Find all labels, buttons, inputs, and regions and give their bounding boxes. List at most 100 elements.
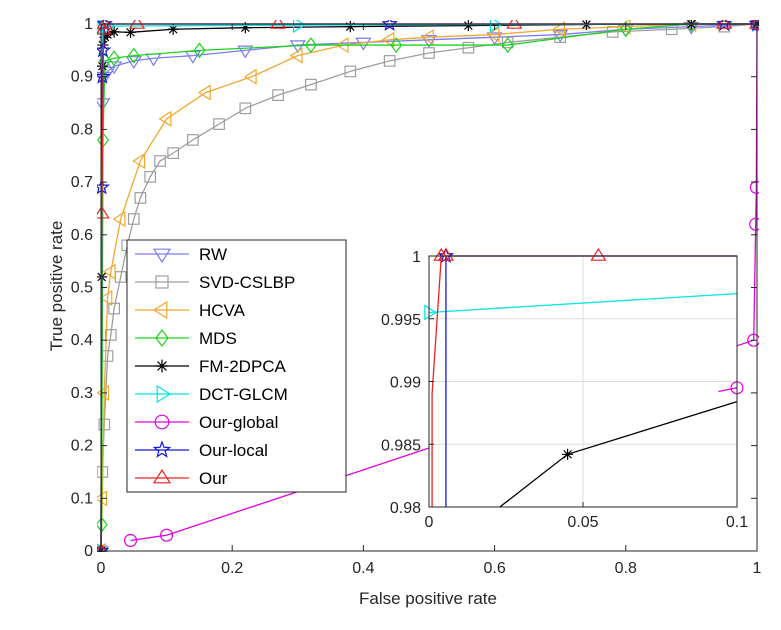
legend-label: RW — [199, 245, 227, 264]
main-plot-area: 0 0.2 0.4 0.6 0.8 1 0 0.1 0.2 0.3 0.4 0.5 0.6 0.7 0.8 0… — [71, 16, 762, 577]
data-point-dct-glcm — [293, 20, 306, 34]
y-tick-label: 0.4 — [71, 332, 93, 349]
inset-series-line-dct-glcm — [428, 293, 738, 314]
data-point-svd-cslbp — [462, 41, 475, 54]
data-point-svd-cslbp — [154, 155, 166, 167]
data-point-our — [97, 20, 113, 29]
data-point-svd-cslbp — [134, 192, 147, 204]
legend-marker-fm-2dpca — [155, 359, 169, 373]
data-point-rw — [125, 56, 142, 70]
inset-point-our — [590, 247, 607, 261]
data-point-svd-cslbp — [423, 47, 435, 59]
data-point-our-local — [715, 20, 733, 32]
legend-entry-mds: MDS — [135, 329, 237, 348]
data-point-our-global — [747, 333, 759, 347]
data-point-hcva — [617, 20, 631, 35]
data-point-hcva — [289, 47, 303, 64]
data-point-rw — [486, 32, 503, 46]
inset-y-tick-label: 0.99 — [390, 375, 421, 392]
data-point-our — [97, 205, 110, 219]
data-point-hcva — [243, 68, 257, 85]
y-tick-label: 0.6 — [71, 227, 93, 244]
data-point-svd-cslbp — [213, 118, 225, 130]
data-point-our-global — [123, 533, 138, 548]
legend-marker-svd-cslbp — [155, 275, 169, 289]
y-tick-label: 0.8 — [71, 121, 93, 138]
series-svd-cslbp — [97, 20, 759, 552]
data-point-mds — [127, 47, 140, 64]
y-tick-label: 0 — [84, 543, 93, 560]
y-tick-label: 0.9 — [71, 69, 93, 86]
data-point-our-local — [381, 20, 398, 32]
inset-markers-fm-2dpca — [562, 448, 574, 460]
data-point-svd-cslbp — [167, 147, 180, 159]
y-tick-label: 0.2 — [71, 438, 93, 455]
legend-label: MDS — [199, 329, 237, 348]
legend-marker-our-local — [152, 440, 172, 458]
legend-marker-hcva — [152, 300, 168, 320]
inset-markers-our-local — [437, 247, 455, 264]
data-point-mds — [685, 20, 698, 32]
x-tick-label: 0.8 — [615, 560, 637, 577]
y-tick-label: 0.1 — [71, 490, 93, 507]
data-point-hcva — [112, 210, 126, 228]
legend-marker-rw — [152, 248, 172, 264]
legend-label: FM-2DPCA — [199, 357, 287, 376]
x-tick-label: 0.2 — [221, 560, 243, 577]
legend-label: Our — [199, 469, 228, 488]
inset-markers-our — [433, 247, 607, 261]
data-point-our-global — [749, 217, 759, 231]
inset-series-our-global — [718, 387, 738, 393]
y-tick-label: 1 — [84, 16, 93, 33]
inset-plot-area: 0 0.05 0.1 0.98 0.985 0.99 0.995 1 — [381, 247, 748, 531]
y-tick-label: 0.5 — [71, 280, 93, 297]
data-point-rw — [237, 45, 254, 59]
x-tick-label: 1 — [753, 560, 762, 577]
inset-point-dct-glcm — [424, 304, 438, 321]
data-point-svd-cslbp — [272, 89, 284, 101]
legend-label: DCT-GLCM — [199, 385, 288, 404]
data-point-svd-cslbp — [383, 55, 396, 67]
legend-entry-rw: RW — [135, 245, 227, 264]
data-point-mds — [390, 37, 403, 54]
legend-entry-our: Our — [135, 468, 228, 488]
x-tick-label: 0.4 — [352, 560, 374, 577]
series-line-hcva — [100, 23, 757, 552]
legend-label: HCVA — [199, 301, 246, 320]
y-tick-label: 0.7 — [71, 174, 93, 191]
legend-marker-our — [152, 468, 172, 484]
data-point-our-global — [749, 180, 759, 194]
data-point-svd-cslbp — [144, 170, 157, 183]
legend: RW SVD-CSLBP HCVA MDS FM-2DPCA DCT-GLCM Our-gl… — [126, 239, 347, 493]
inset-x-tick-label: 0.05 — [567, 514, 598, 531]
legend-entry-our-local: Our-local — [135, 440, 268, 460]
data-point-hcva — [132, 152, 146, 170]
data-point-our-local — [97, 67, 111, 84]
data-point-rw — [106, 61, 123, 75]
legend-label: Our-global — [199, 413, 278, 432]
data-point-mds — [619, 21, 632, 38]
data-point-fm-2dpca — [344, 21, 356, 33]
legend-entry-dct-glcm: DCT-GLCM — [135, 384, 288, 404]
data-point-hcva — [102, 263, 116, 280]
data-point-fm-2dpca — [167, 23, 179, 35]
data-point-our — [716, 20, 733, 29]
inset-y-tick-label: 1 — [412, 249, 421, 266]
data-point-hcva — [197, 84, 211, 101]
legend-entry-hcva: HCVA — [135, 300, 246, 320]
data-point-fm-2dpca — [108, 26, 120, 38]
data-point-svd-cslbp — [186, 134, 199, 146]
data-point-hcva — [99, 289, 113, 307]
inset-series-line-our-global — [718, 387, 738, 393]
y-tick-label: 0.3 — [71, 385, 93, 402]
data-point-svd-cslbp — [108, 302, 120, 315]
data-point-our — [506, 20, 523, 29]
x-tick-label: 0.6 — [483, 560, 505, 577]
legend-marker-mds — [155, 329, 169, 347]
data-point-hcva — [552, 21, 566, 38]
legend-marker-dct-glcm — [156, 384, 172, 404]
inset-y-tick-label: 0.995 — [381, 312, 421, 329]
data-point-our-global — [160, 528, 174, 542]
data-point-our — [128, 20, 146, 29]
